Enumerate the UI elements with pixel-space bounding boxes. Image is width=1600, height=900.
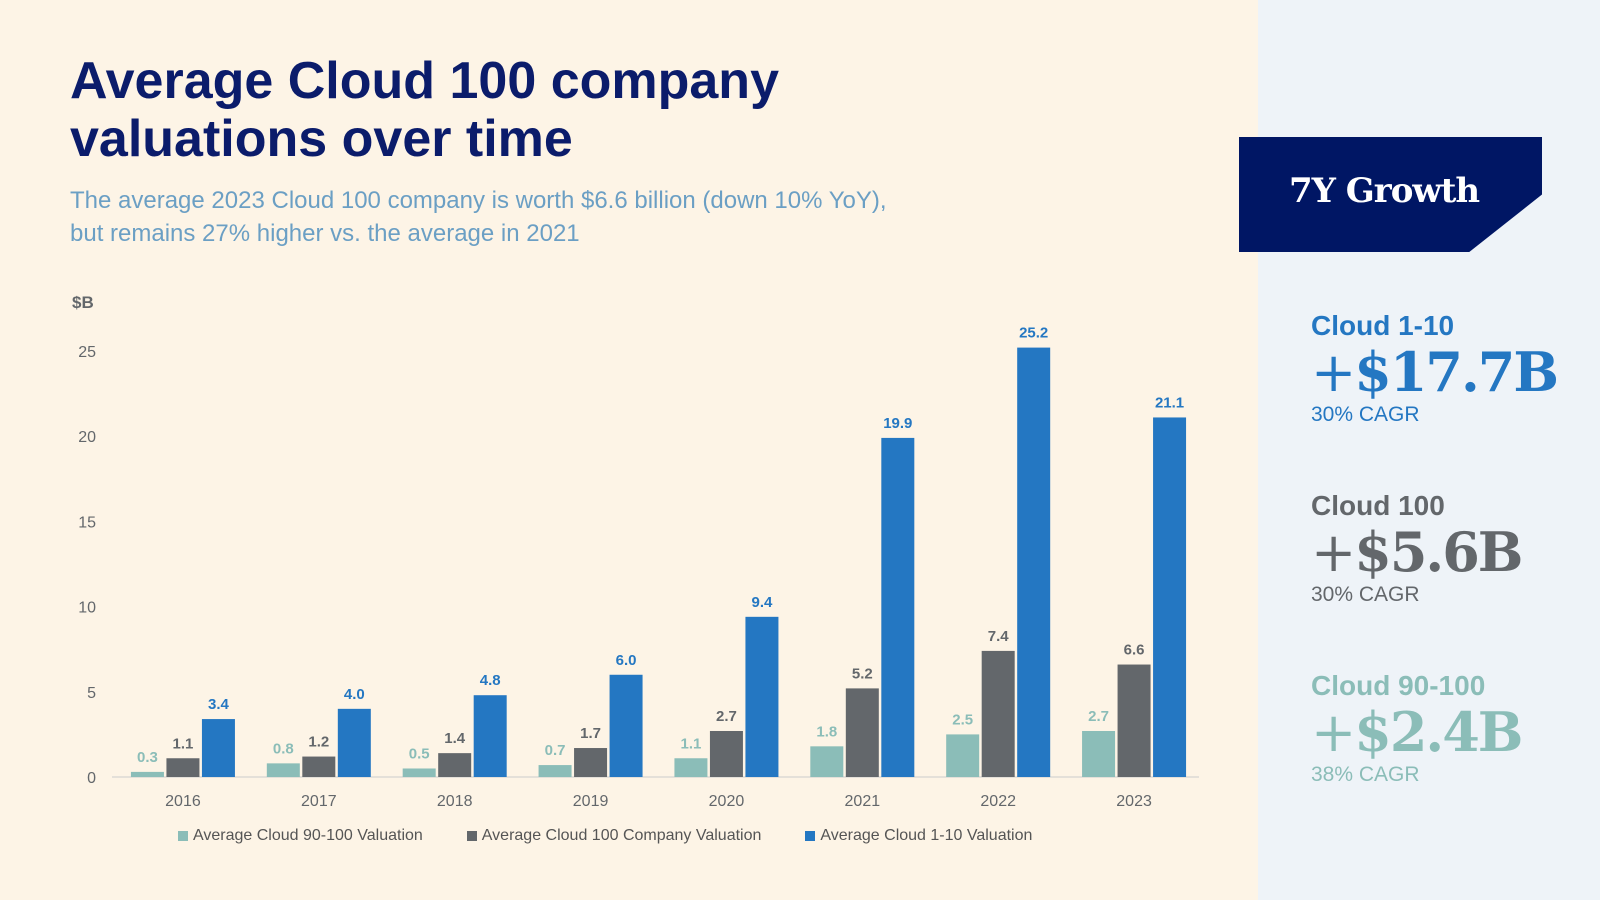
stat-cagr: 38% CAGR <box>1311 763 1420 786</box>
data-label: 4.8 <box>480 672 501 689</box>
x-tick-label: 2016 <box>165 793 201 810</box>
bar <box>745 616 779 777</box>
legend-item: Average Cloud 1-10 Valuation <box>805 827 1032 845</box>
subtitle-line-1: The average 2023 Cloud 100 company is wo… <box>70 187 887 214</box>
stat-cloud-90-100: Cloud 90-100 +$2.4B 38% CAGR <box>1311 670 1523 787</box>
legend-swatch <box>178 831 188 841</box>
data-label: 3.4 <box>208 696 230 713</box>
legend-label: Average Cloud 100 Company Valuation <box>481 827 762 844</box>
data-label: 6.6 <box>1124 642 1145 659</box>
bar <box>438 753 472 777</box>
stat-value: +$17.7B <box>1311 340 1559 404</box>
stat-cloud-1-10: Cloud 1-10 +$17.7B 30% CAGR <box>1311 310 1559 427</box>
bar <box>709 730 743 777</box>
bar <box>402 768 436 777</box>
data-label: 0.5 <box>409 745 430 762</box>
bar <box>981 650 1015 777</box>
y-tick-label: 15 <box>78 514 96 531</box>
stat-cagr: 30% CAGR <box>1311 583 1420 606</box>
data-label: 9.4 <box>752 594 774 611</box>
x-tick-label: 2020 <box>709 793 745 810</box>
data-label: 0.8 <box>273 740 294 757</box>
data-label: 1.1 <box>681 735 702 752</box>
data-label: 5.2 <box>852 665 873 682</box>
bar <box>609 674 643 777</box>
y-tick-label: 20 <box>78 429 96 446</box>
x-tick-label: 2018 <box>437 793 473 810</box>
y-tick-label: 25 <box>78 344 96 361</box>
legend-label: Average Cloud 1-10 Valuation <box>820 827 1033 844</box>
bar <box>266 763 300 777</box>
data-label: 7.4 <box>988 628 1010 645</box>
data-label: 1.8 <box>816 723 837 740</box>
data-label: 1.7 <box>580 725 601 742</box>
bar <box>946 734 980 777</box>
bar <box>130 771 164 777</box>
stat-label: Cloud 90-100 <box>1311 670 1486 701</box>
legend-label: Average Cloud 90-100 Valuation <box>193 827 423 844</box>
y-tick-label: 10 <box>78 600 96 617</box>
legend-swatch <box>805 831 816 841</box>
stat-cagr: 30% CAGR <box>1311 403 1420 426</box>
bar <box>881 437 915 777</box>
legend-swatch <box>466 831 477 841</box>
y-axis-label: $B <box>72 293 94 312</box>
stat-value: +$5.6B <box>1311 520 1523 584</box>
bar <box>1017 347 1051 777</box>
bar <box>538 765 572 777</box>
chart-legend: Average Cloud 90-100 Valuation Average Cl… <box>178 827 1032 845</box>
x-tick-label: 2017 <box>301 793 337 810</box>
bar <box>201 719 235 777</box>
data-label: 21.1 <box>1155 394 1184 411</box>
y-tick-label: 5 <box>87 685 96 702</box>
plus-sign: + <box>1311 701 1356 764</box>
stat-amount: $17.7B <box>1354 340 1559 404</box>
bar <box>1153 417 1187 777</box>
y-tick-label: 0 <box>87 770 96 787</box>
bar <box>473 695 507 777</box>
stat-label: Cloud 1-10 <box>1311 310 1455 341</box>
data-label: 2.7 <box>716 708 737 725</box>
bar-chart: $B 0 5 10 15 20 25 2016 0.3 1.1 3.4 2017 0.8 1.2 4.0 20… <box>72 293 1199 810</box>
x-tick-label: 2023 <box>1116 793 1152 810</box>
data-label: 1.1 <box>173 735 194 752</box>
x-tick-label: 2021 <box>845 793 881 810</box>
bar <box>337 708 371 777</box>
x-tick-label: 2019 <box>573 793 609 810</box>
bar <box>166 758 200 777</box>
bar <box>1117 664 1151 777</box>
plus-sign: + <box>1311 341 1356 404</box>
data-label: 6.0 <box>616 652 637 669</box>
stat-label: Cloud 100 <box>1311 490 1445 521</box>
data-label: 4.0 <box>344 686 365 703</box>
stat-value: +$2.4B <box>1311 700 1523 764</box>
data-label: 0.7 <box>545 742 566 759</box>
subtitle: The average 2023 Cloud 100 company is wo… <box>70 184 1070 250</box>
bar <box>845 688 879 777</box>
stat-amount: $5.6B <box>1354 520 1523 584</box>
data-label: 0.3 <box>137 749 158 766</box>
bar <box>1082 730 1116 777</box>
data-label: 1.2 <box>308 734 329 751</box>
legend-item: Average Cloud 90-100 Valuation <box>178 827 423 845</box>
legend-item: Average Cloud 100 Company Valuation <box>466 827 762 845</box>
stat-amount: $2.4B <box>1354 700 1523 764</box>
page-title: Average Cloud 100 company valuations ove… <box>70 52 779 168</box>
data-label: 1.4 <box>444 730 466 747</box>
badge-label: 7Y Growth <box>1289 171 1480 211</box>
bar <box>302 756 336 777</box>
bar <box>674 758 708 777</box>
data-label: 2.7 <box>1088 708 1109 725</box>
growth-badge: 7Y Growth <box>1239 137 1542 252</box>
plus-sign: + <box>1311 521 1356 584</box>
data-label: 25.2 <box>1019 325 1048 342</box>
bar <box>810 746 844 777</box>
stat-cloud-100: Cloud 100 +$5.6B 30% CAGR <box>1311 490 1523 607</box>
x-tick-label: 2022 <box>980 793 1016 810</box>
subtitle-line-2: but remains 27% higher vs. the average i… <box>70 220 580 247</box>
data-label: 19.9 <box>883 415 912 432</box>
data-label: 2.5 <box>952 711 973 728</box>
bar <box>574 748 608 777</box>
